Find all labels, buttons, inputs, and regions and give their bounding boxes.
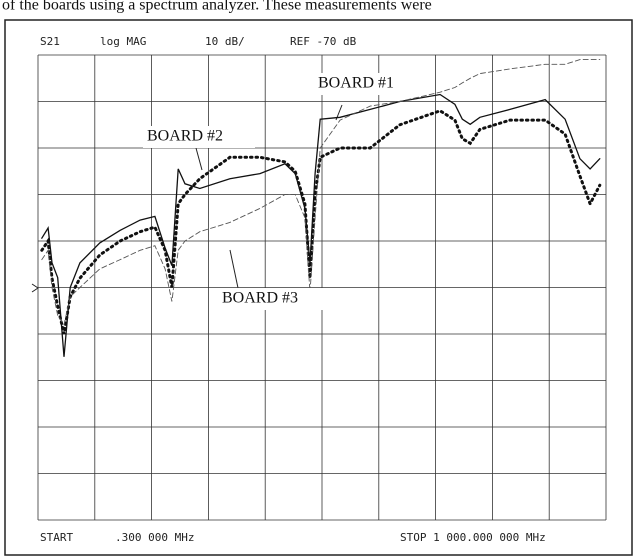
- header-parameter: S21: [40, 35, 60, 48]
- footer-start: .300 000 MHz: [115, 531, 194, 544]
- ref-marker: [31, 283, 39, 293]
- frame: [4, 19, 633, 556]
- header-format: log MAG: [100, 35, 146, 48]
- leader-line: [195, 147, 203, 171]
- label-bg: [143, 126, 255, 148]
- leader-line: [229, 249, 239, 289]
- caption: of the boards using a spectrum analyzer.…: [2, 0, 432, 14]
- label-bg: [218, 288, 330, 310]
- trace: [41, 59, 601, 326]
- header-reference: REF -70 dB: [290, 35, 357, 48]
- annotation: BOARD #2: [147, 128, 223, 145]
- footer-start-label: START: [40, 531, 73, 544]
- footer-stop: STOP 1 000.000 000 MHz: [400, 531, 546, 544]
- label-bg: [314, 73, 426, 95]
- annotation: BOARD #3: [222, 290, 298, 307]
- annotation: BOARD #1: [318, 75, 394, 92]
- trace: [40, 109, 602, 335]
- trace: [41, 93, 601, 357]
- header-scale: 10 dB/: [205, 35, 245, 48]
